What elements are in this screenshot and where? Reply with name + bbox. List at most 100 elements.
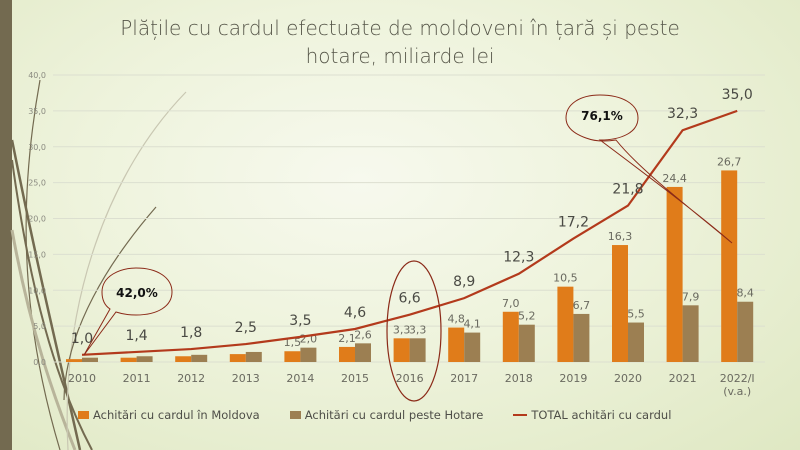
bar-moldova — [284, 351, 301, 362]
total-label: 1,8 — [180, 325, 202, 341]
x-tick-label: 2012 — [177, 372, 205, 385]
total-label: 3,5 — [289, 313, 311, 329]
decor-curve — [10, 229, 77, 450]
bar-abroad — [518, 324, 535, 362]
x-tick-label: 2016 — [396, 372, 424, 385]
x-tick-label: 2014 — [286, 372, 314, 385]
bar-moldova — [66, 359, 82, 362]
bar-moldova — [339, 346, 355, 362]
bar-abroad — [191, 354, 208, 362]
callout-42: 42,0% — [83, 267, 173, 356]
bar-abroad — [682, 305, 699, 362]
x-tick-label: 2013 — [232, 372, 260, 385]
x-tick-label: 2015 — [341, 372, 369, 385]
legend-swatch-moldova — [78, 411, 89, 419]
bar-moldova — [612, 245, 628, 362]
x-tick-label: 2022/I — [720, 372, 755, 385]
bar-label: 26,7 — [717, 155, 742, 168]
legend-swatch-abroad — [289, 411, 301, 419]
y-tick-label: 15,0 — [28, 250, 46, 259]
bar-moldova — [502, 311, 519, 362]
y-tick-label: 10,0 — [28, 286, 46, 295]
bar-label: 8,4 — [736, 287, 754, 300]
bar-label: 5,5 — [627, 308, 645, 321]
bar-abroad — [300, 347, 317, 362]
legend-item-total: TOTAL achitări cu cardul — [513, 408, 671, 422]
callout-76-shape — [565, 94, 733, 244]
total-label: 8,9 — [453, 274, 475, 290]
decorative-curves — [10, 79, 187, 450]
x-tick-label: 2018 — [505, 372, 533, 385]
total-label: 4,6 — [344, 305, 366, 321]
bar-label: 3,3 — [409, 323, 427, 336]
callout-76-text: 76,1% — [581, 109, 623, 123]
bar-label: 2,6 — [354, 328, 372, 341]
x-tick-label: 2021 — [669, 372, 697, 385]
callout-42-shape — [83, 267, 173, 356]
decor-curve — [11, 159, 93, 450]
bar-label: 7,0 — [502, 297, 520, 310]
legend: Achitări cu cardul în Moldova Achitări c… — [78, 408, 671, 422]
x-tick-label: 2011 — [123, 372, 151, 385]
highlight-ellipse-2016 — [386, 260, 442, 402]
bar-label: 7,9 — [682, 290, 700, 303]
gridlines — [53, 74, 765, 363]
decor-curve — [10, 139, 82, 450]
y-tick-label: 35,0 — [28, 107, 46, 116]
x-tick-label: 2019 — [559, 372, 587, 385]
bar-abroad — [573, 313, 590, 362]
bar-moldova — [175, 356, 192, 362]
legend-item-abroad: Achitări cu cardul peste Hotare — [289, 408, 484, 422]
decor-curve — [66, 91, 187, 450]
total-label: 21,8 — [612, 182, 643, 198]
total-label: 1,4 — [125, 328, 147, 344]
bar-abroad — [628, 322, 644, 362]
decor-curve — [63, 206, 157, 401]
bar-abroad — [245, 351, 262, 362]
total-label: 17,2 — [558, 215, 589, 231]
y-axis-ticks: 0,0 5,0 10,0 15,0 20,0 25,0 30,0 35,0 40,0 — [28, 71, 46, 367]
bar-moldova — [393, 338, 410, 362]
y-tick-label: 5,0 — [33, 322, 46, 331]
legend-item-moldova: Achitări cu cardul în Moldova — [78, 408, 260, 422]
y-tick-label: 0,0 — [33, 358, 46, 367]
bar-abroad — [409, 338, 426, 362]
bar-moldova — [666, 186, 683, 362]
total-line — [81, 109, 738, 356]
bar-label: 10,5 — [553, 272, 578, 285]
total-label: 12,3 — [503, 250, 534, 266]
total-label: 6,6 — [398, 291, 420, 307]
y-tick-label: 20,0 — [28, 215, 46, 224]
bar-abroad — [136, 356, 153, 362]
legend-label-abroad: Achitări cu cardul peste Hotare — [304, 408, 484, 422]
total-label: 2,5 — [235, 320, 257, 336]
bars — [66, 170, 754, 362]
y-tick-label: 40,0 — [28, 71, 46, 80]
bar-label: 3,3 — [393, 323, 411, 336]
bar-label: 16,3 — [608, 230, 633, 243]
total-label: 35,0 — [722, 87, 753, 103]
y-tick-label: 30,0 — [28, 143, 46, 152]
bar-abroad — [355, 343, 371, 362]
bar-moldova — [448, 327, 465, 362]
bar-label: 6,7 — [573, 299, 591, 312]
bar-label: 4,8 — [447, 313, 465, 326]
bar-abroad — [464, 332, 481, 362]
total-labels: 1,0 1,4 1,8 2,5 3,5 4,6 6,6 8,9 12,3 17,2 21,8 32,3… — [71, 87, 753, 347]
bar-abroad — [82, 357, 98, 362]
bar-label: 2,1 — [338, 332, 356, 345]
total-label: 1,0 — [71, 331, 93, 347]
bar-label: 5,2 — [518, 310, 536, 323]
x-tick-label: 2010 — [68, 372, 96, 385]
x-tick-label: (v.a.) — [723, 385, 751, 398]
bar-label: 24,4 — [662, 172, 687, 185]
bar-moldova — [229, 354, 246, 362]
x-axis-labels: 2010 2011 2012 2013 2014 2015 2016 2017 2018 2019… — [68, 372, 755, 398]
decorative-side-band — [0, 0, 12, 450]
x-tick-label: 2017 — [450, 372, 478, 385]
bar-moldova — [721, 170, 738, 362]
bar-moldova — [557, 286, 574, 362]
total-line-path — [81, 109, 738, 356]
legend-swatch-total — [513, 414, 528, 416]
